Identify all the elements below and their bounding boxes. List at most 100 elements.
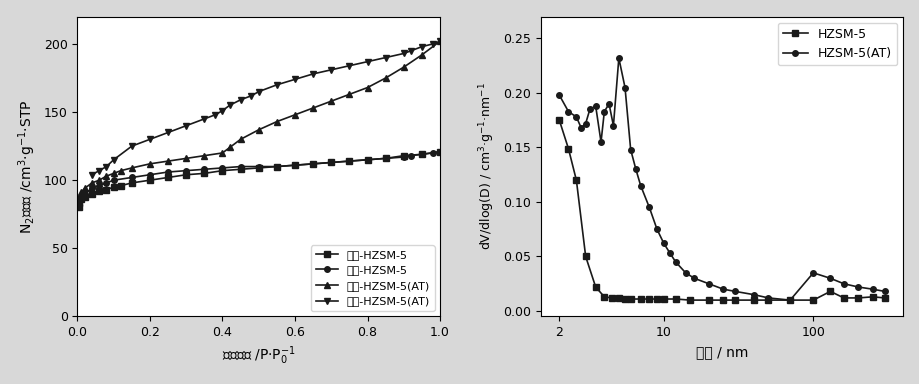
- 吸附-HZSM-5: [163, 175, 174, 180]
- 吸附-HZSM-5(AT): [307, 106, 318, 110]
- HZSM-5: [589, 285, 600, 289]
- HZSM-5: [729, 298, 740, 303]
- 脱附-HZSM-5: [101, 180, 112, 185]
- 吸附-HZSM-5: [398, 153, 409, 158]
- HZSM-5: [702, 298, 713, 303]
- 脱附-HZSM-5(AT): [325, 68, 336, 72]
- HZSM-5(AT): [679, 271, 690, 275]
- 脱附-HZSM-5(AT): [416, 44, 427, 49]
- HZSM-5(AT): [669, 260, 680, 264]
- HZSM-5: [837, 296, 848, 300]
- 吸附-HZSM-5(AT): [235, 137, 246, 142]
- 吸附-HZSM-5: [362, 157, 373, 162]
- HZSM-5(AT): [729, 289, 740, 294]
- 脱附-HZSM-5(AT): [426, 41, 437, 46]
- 吸附-HZSM-5(AT): [217, 151, 228, 155]
- 脱附-HZSM-5: [289, 163, 301, 167]
- HZSM-5(AT): [643, 205, 654, 210]
- 脱附-HZSM-5: [362, 157, 373, 162]
- Line: HZSM-5(AT): HZSM-5(AT): [556, 55, 887, 303]
- 吸附-HZSM-5(AT): [126, 166, 137, 170]
- HZSM-5: [824, 289, 835, 294]
- 吸附-HZSM-5: [74, 201, 85, 206]
- HZSM-5: [562, 146, 573, 151]
- HZSM-5(AT): [630, 167, 641, 172]
- HZSM-5: [625, 297, 636, 301]
- HZSM-5(AT): [589, 104, 600, 108]
- Legend: HZSM-5, HZSM-5(AT): HZSM-5, HZSM-5(AT): [777, 23, 896, 65]
- 脱附-HZSM-5(AT): [380, 55, 391, 60]
- HZSM-5(AT): [784, 298, 795, 303]
- 脱附-HZSM-5: [79, 192, 90, 196]
- HZSM-5(AT): [688, 276, 699, 281]
- 吸附-HZSM-5: [325, 160, 336, 165]
- HZSM-5(AT): [625, 147, 636, 152]
- 吸附-HZSM-5: [86, 192, 97, 196]
- HZSM-5(AT): [584, 107, 595, 112]
- 脱附-HZSM-5: [199, 167, 210, 172]
- 脱附-HZSM-5: [325, 160, 336, 165]
- HZSM-5(AT): [824, 276, 835, 281]
- HZSM-5: [643, 297, 654, 301]
- 脱附-HZSM-5: [271, 164, 282, 169]
- 吸附-HZSM-5: [434, 149, 445, 154]
- HZSM-5(AT): [603, 102, 614, 106]
- X-axis label: 相对压力 /P·P$_0^{-1}$: 相对压力 /P·P$_0^{-1}$: [221, 345, 295, 367]
- 脱附-HZSM-5(AT): [180, 123, 191, 128]
- HZSM-5(AT): [651, 227, 662, 232]
- HZSM-5(AT): [618, 85, 630, 90]
- 脱附-HZSM-5: [405, 153, 416, 158]
- HZSM-5(AT): [807, 271, 818, 275]
- 吸附-HZSM-5: [94, 189, 105, 194]
- 吸附-HZSM-5(AT): [380, 76, 391, 80]
- HZSM-5(AT): [762, 296, 773, 300]
- Line: 脱附-HZSM-5: 脱附-HZSM-5: [82, 149, 442, 197]
- HZSM-5(AT): [852, 285, 863, 289]
- 脱附-HZSM-5: [398, 155, 409, 159]
- 吸附-HZSM-5: [235, 167, 246, 172]
- HZSM-5: [658, 297, 669, 301]
- HZSM-5: [747, 298, 758, 303]
- 吸附-HZSM-5: [79, 194, 90, 199]
- HZSM-5: [634, 297, 645, 301]
- 脱附-HZSM-5(AT): [434, 39, 445, 43]
- 吸附-HZSM-5(AT): [416, 53, 427, 57]
- Y-axis label: N$_2$吸附量 /cm$^3$·g$^{-1}$·STP: N$_2$吸附量 /cm$^3$·g$^{-1}$·STP: [17, 99, 39, 234]
- 吸附-HZSM-5: [344, 159, 355, 164]
- 吸附-HZSM-5(AT): [144, 162, 155, 166]
- HZSM-5: [651, 297, 662, 301]
- HZSM-5(AT): [879, 289, 890, 294]
- HZSM-5(AT): [562, 109, 573, 114]
- 脱附-HZSM-5(AT): [210, 113, 221, 117]
- 吸附-HZSM-5: [75, 197, 86, 202]
- 吸附-HZSM-5(AT): [79, 186, 90, 191]
- 脱附-HZSM-5: [217, 166, 228, 170]
- 吸附-HZSM-5(AT): [325, 99, 336, 103]
- 吸附-HZSM-5: [199, 171, 210, 175]
- 吸附-HZSM-5(AT): [108, 171, 119, 175]
- Line: HZSM-5: HZSM-5: [556, 118, 887, 303]
- 吸附-HZSM-5: [307, 162, 318, 166]
- HZSM-5(AT): [634, 183, 645, 188]
- 脱附-HZSM-5(AT): [235, 98, 246, 102]
- HZSM-5: [867, 295, 878, 299]
- 吸附-HZSM-5(AT): [224, 145, 235, 150]
- HZSM-5: [684, 298, 695, 303]
- HZSM-5(AT): [580, 121, 591, 126]
- Legend: 吸附-HZSM-5, 脱附-HZSM-5, 吸附-HZSM-5(AT), 脱附-HZSM-5(AT): 吸附-HZSM-5, 脱附-HZSM-5, 吸附-HZSM-5(AT), 脱附-…: [311, 245, 434, 311]
- HZSM-5: [762, 298, 773, 303]
- 脱附-HZSM-5: [307, 162, 318, 166]
- 脱附-HZSM-5(AT): [362, 60, 373, 64]
- HZSM-5: [598, 295, 609, 299]
- 脱附-HZSM-5: [144, 172, 155, 177]
- 脱附-HZSM-5(AT): [144, 137, 155, 142]
- 吸附-HZSM-5(AT): [271, 119, 282, 124]
- HZSM-5: [784, 298, 795, 303]
- HZSM-5(AT): [747, 292, 758, 297]
- 脱附-HZSM-5: [126, 175, 137, 180]
- HZSM-5: [613, 296, 624, 300]
- HZSM-5(AT): [575, 126, 586, 130]
- 吸附-HZSM-5(AT): [344, 92, 355, 97]
- 脱附-HZSM-5(AT): [108, 157, 119, 162]
- 脱附-HZSM-5(AT): [101, 164, 112, 169]
